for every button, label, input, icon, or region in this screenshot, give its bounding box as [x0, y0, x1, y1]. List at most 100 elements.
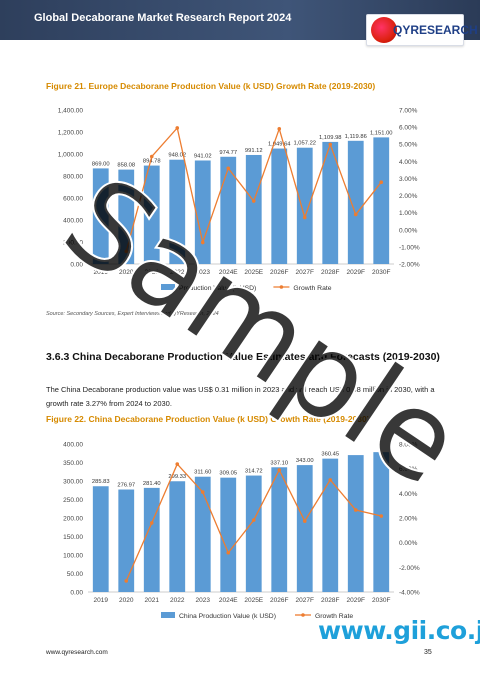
- bar: [220, 156, 237, 264]
- bar-value-label: 281.40: [143, 481, 161, 487]
- growth-rate-point: [251, 199, 256, 203]
- growth-rate-point: [200, 490, 205, 494]
- bar: [92, 486, 109, 592]
- bar: [245, 154, 262, 264]
- legend-bar-swatch: [161, 284, 175, 290]
- bar-value-label: 276.97: [117, 483, 135, 489]
- x-tick-label: 2020: [119, 269, 134, 276]
- bar-value-label: 311.60: [194, 470, 211, 476]
- x-tick-label: 2022: [170, 597, 185, 604]
- y-tick-label: 300.00: [63, 479, 83, 486]
- x-tick-label: 2024E: [219, 597, 238, 604]
- y2-tick-label: 0.00%: [399, 540, 418, 547]
- y-tick-label: 400.00: [63, 442, 83, 449]
- x-tick-label: 2028F: [321, 269, 339, 276]
- x-tick-label: 2027F: [296, 269, 314, 276]
- y2-tick-label: -2.00%: [399, 565, 420, 572]
- legend-line-label: Growth Rate: [315, 613, 353, 620]
- legend-line-marker: [279, 285, 284, 289]
- bar-value-label: 360.45: [321, 452, 339, 458]
- y2-tick-label: 2.00%: [399, 193, 418, 200]
- bar-value-label: 314.72: [245, 469, 263, 475]
- growth-rate-point: [353, 212, 358, 217]
- growth-rate-point: [149, 154, 154, 159]
- y2-tick-label: 8.00%: [399, 442, 418, 449]
- legend-bar-swatch: [161, 612, 175, 618]
- page-number: 35: [424, 649, 432, 656]
- figure-21-caption: Figure 21. Europe Decaborane Production …: [46, 81, 376, 91]
- x-tick-label: 2028F: [321, 597, 339, 604]
- bar: [322, 141, 339, 264]
- chart-europe-svg: 0.00 200.00 400.00 600.00 800.00 1,000.00 1,20…: [58, 108, 420, 293]
- bar: [322, 458, 339, 592]
- y-tick-label: 1,200.00: [58, 130, 84, 137]
- x-tick-label: 2023: [196, 597, 211, 604]
- y-tick-label: 1,000.00: [58, 152, 84, 159]
- growth-rate-point: [379, 180, 384, 185]
- x-tick-label: 2022: [170, 269, 185, 276]
- y2-tick-label: 6.00%: [399, 125, 418, 132]
- gii-watermark-link[interactable]: www.gii.co.jp: [318, 616, 480, 645]
- y-tick-label: 100.00: [63, 553, 83, 560]
- y2-tick-label: 3.00%: [399, 176, 418, 183]
- y2-tick-label: 6.00%: [399, 466, 418, 473]
- bar-value-label: 337.10: [270, 460, 288, 466]
- bar: [245, 475, 262, 592]
- y-tick-label: 250.00: [63, 497, 83, 504]
- y2-tick-label: 7.00%: [399, 108, 418, 115]
- bar: [347, 455, 364, 592]
- logo-text: QYRESEARCH: [393, 23, 478, 37]
- bar-value-label: 894.78: [143, 159, 161, 165]
- growth-rate-point: [277, 468, 282, 472]
- bar-value-label: 974.77: [219, 150, 237, 156]
- bar-value-label: 309.05: [219, 471, 237, 477]
- y-tick-label: 0.00: [70, 590, 83, 597]
- x-tick-label: 2025E: [244, 269, 263, 276]
- bar: [169, 481, 186, 592]
- y2-tick-label: -1.00%: [399, 244, 420, 251]
- bar-value-label: 869.00: [92, 161, 110, 167]
- x-tick-label: 2021: [145, 269, 160, 276]
- x-tick-label: 2030F: [372, 269, 390, 276]
- y2-tick-label: 4.00%: [399, 159, 418, 166]
- y2-tick-label: 5.00%: [399, 142, 418, 149]
- growth-rate-point: [251, 518, 256, 522]
- growth-rate-point: [353, 508, 358, 512]
- y-tick-label: 600.00: [63, 196, 83, 203]
- bar: [143, 487, 160, 592]
- y2-tick-label: -4.00%: [399, 590, 420, 597]
- legend-line-label: Growth Rate: [293, 285, 331, 292]
- y-tick-label: 1,400.00: [58, 108, 84, 115]
- bar: [296, 147, 313, 264]
- x-tick-label: 2029F: [347, 597, 365, 604]
- growth-rate-point: [277, 127, 282, 131]
- bar: [118, 169, 135, 264]
- y-tick-label: 200.00: [63, 516, 83, 523]
- logo-globe-icon: [371, 17, 397, 43]
- x-tick-label: 2026F: [270, 597, 288, 604]
- bar: [347, 140, 364, 264]
- growth-rate-point: [328, 478, 333, 482]
- growth-rate-point: [226, 166, 231, 171]
- bar: [271, 467, 288, 592]
- y-tick-label: 150.00: [63, 534, 83, 541]
- bar: [373, 137, 390, 264]
- growth-rate-point: [328, 142, 333, 147]
- bar: [169, 159, 186, 264]
- y-tick-label: 200.00: [63, 240, 83, 247]
- qyresearch-logo: QYRESEARCH: [366, 14, 478, 46]
- growth-rate-point: [124, 579, 129, 583]
- x-tick-label: 2026F: [270, 269, 288, 276]
- growth-rate-point: [226, 550, 231, 555]
- footer-url[interactable]: www.qyresearch.com: [46, 649, 108, 656]
- report-title: Global Decaborane Market Research Report…: [34, 12, 292, 24]
- growth-rate-point: [175, 126, 180, 130]
- figure-22-caption: Figure 22. China Decaborane Production V…: [46, 414, 370, 424]
- growth-rate-point: [124, 249, 129, 254]
- bar-value-label: 1,119.86: [345, 134, 367, 140]
- y2-tick-label: 0.00%: [399, 227, 418, 234]
- y2-tick-label: -2.00%: [399, 262, 420, 269]
- chart-europe-production-value: 0.00 200.00 400.00 600.00 800.00 1,000.00 1,20…: [42, 98, 440, 304]
- bar: [220, 477, 237, 592]
- bar-value-label: 1,057.22: [293, 141, 316, 147]
